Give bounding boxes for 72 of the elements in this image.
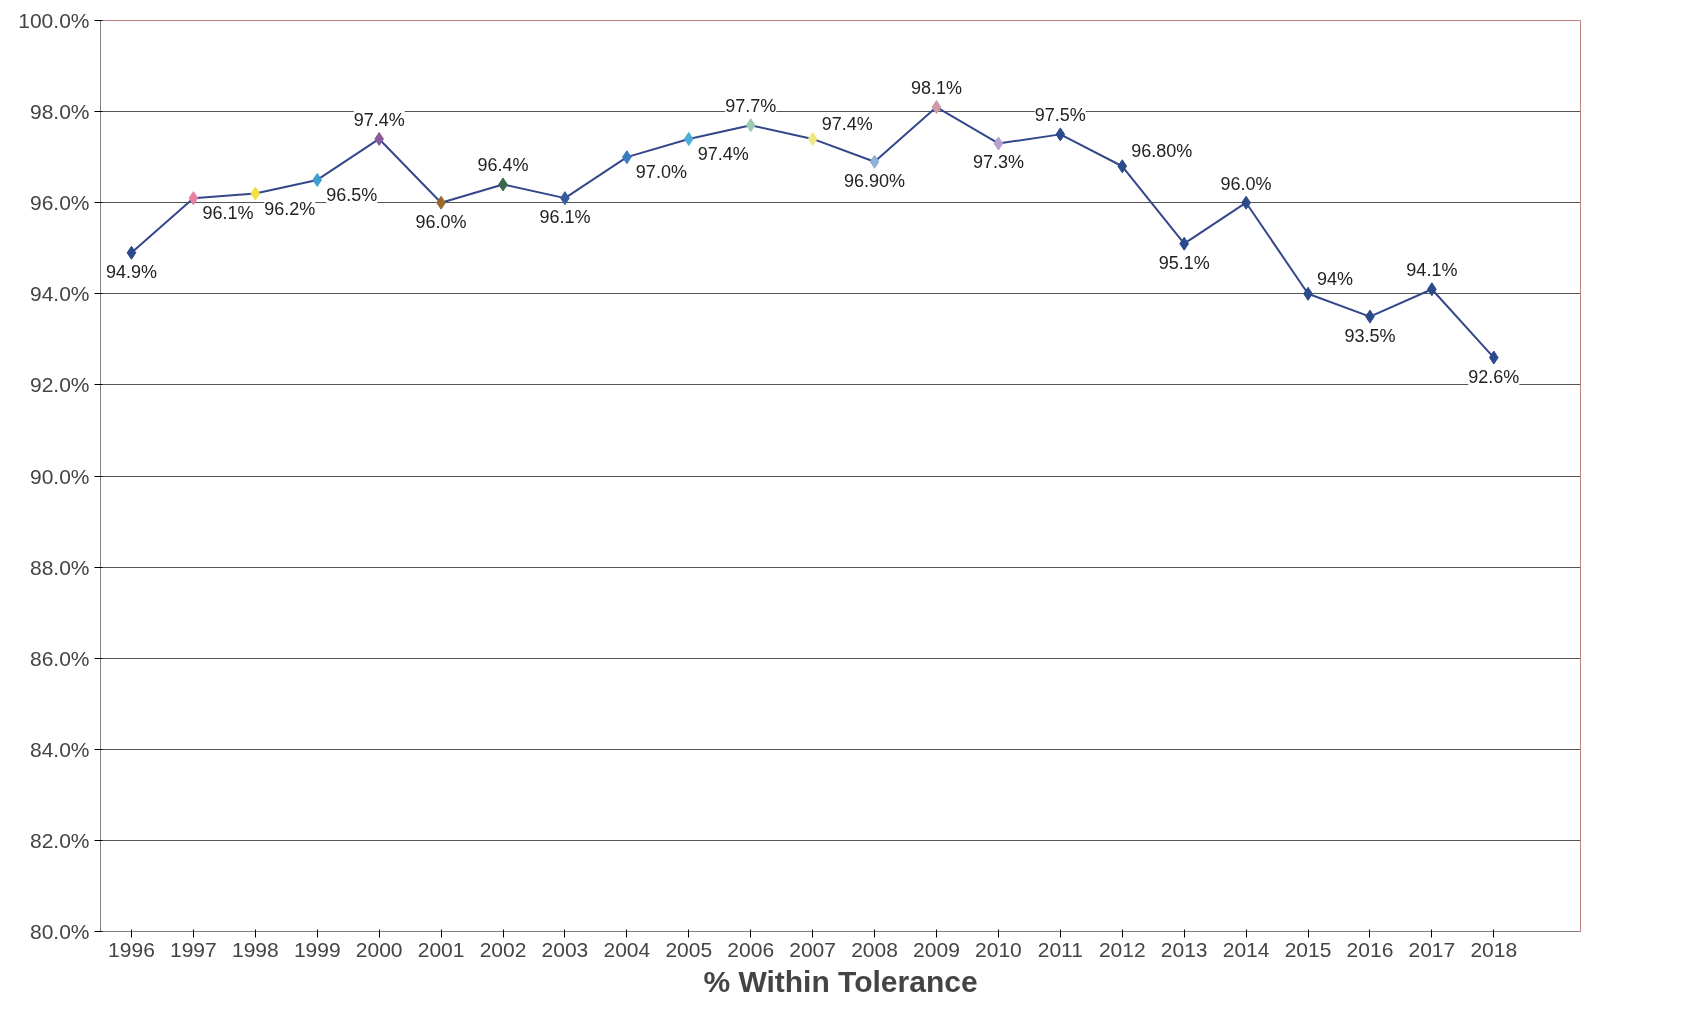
point — [931, 100, 942, 115]
data-label: 92.6% — [1468, 366, 1520, 387]
data-label: 94.9% — [105, 261, 157, 282]
y-tick-label: 82.0% — [29, 828, 90, 852]
x-axis-title: % Within Tolerance — [703, 964, 978, 998]
x-tick-label: 2004 — [603, 937, 651, 961]
point — [869, 154, 880, 169]
x-tick-label: 2009 — [913, 937, 960, 961]
point — [312, 172, 323, 187]
point — [188, 191, 199, 206]
x-tick-label: 2000 — [355, 937, 403, 961]
y-tick-label: 94.0% — [29, 282, 90, 306]
x-tick-label: 2018 — [1470, 937, 1518, 961]
x-tick-label: 2003 — [541, 937, 589, 961]
x-tick-label: 1999 — [293, 937, 341, 961]
y-tick-label: 86.0% — [29, 646, 90, 670]
point — [683, 131, 694, 146]
x-tick-label: 2002 — [479, 937, 527, 961]
y-tick-label: 98.0% — [29, 100, 90, 124]
x-tick-label: 2012 — [1098, 937, 1146, 961]
x-tick-label: 2015 — [1284, 937, 1332, 961]
point — [745, 118, 756, 133]
y-tick-label: 80.0% — [29, 920, 90, 943]
point — [807, 131, 818, 146]
data-label: 96.4% — [477, 155, 529, 176]
point — [1055, 127, 1066, 142]
data-label: 96.0% — [1220, 173, 1272, 194]
data-label: 97.4% — [353, 109, 405, 130]
data-label: 96.2% — [264, 198, 316, 219]
x-tick-label: 1998 — [231, 937, 279, 961]
x-tick-label: 2014 — [1222, 937, 1270, 961]
data-label: 97.0% — [635, 162, 687, 183]
x-tick-label: 2013 — [1160, 937, 1208, 961]
y-tick-label: 100.0% — [18, 9, 90, 32]
x-tick-label: 2007 — [789, 937, 836, 961]
x-tick-label: 2001 — [417, 937, 465, 961]
data-label: 96.80% — [1131, 141, 1193, 162]
point — [1179, 236, 1190, 251]
data-label: 96.5% — [326, 184, 378, 205]
data-label: 96.0% — [415, 211, 467, 232]
data-label: 96.1% — [539, 207, 591, 228]
data-label: 97.7% — [725, 96, 777, 117]
point — [250, 186, 261, 201]
data-label: 97.4% — [697, 143, 749, 164]
point — [993, 136, 1004, 151]
y-tick-label: 84.0% — [29, 737, 90, 761]
x-tick-label: 2010 — [975, 937, 1022, 961]
data-label: 95.1% — [1158, 252, 1210, 273]
x-tick-label: 2006 — [727, 937, 775, 961]
point — [1117, 159, 1128, 174]
data-label: 96.90% — [844, 170, 906, 191]
data-label: 93.5% — [1344, 325, 1396, 346]
x-tick-label: 2008 — [851, 937, 898, 961]
y-tick-label: 88.0% — [29, 555, 90, 579]
point — [126, 245, 137, 260]
x-tick-label: 1996 — [108, 937, 155, 961]
data-label: 97.4% — [821, 113, 873, 134]
point — [1488, 350, 1499, 365]
data-label: 97.3% — [972, 152, 1024, 173]
x-tick-label: 2011 — [1037, 937, 1083, 961]
x-tick-label: 2016 — [1346, 937, 1394, 961]
x-tick-label: 2005 — [665, 937, 713, 961]
y-tick-label: 92.0% — [29, 373, 90, 397]
data-label: 96.1% — [202, 203, 254, 224]
x-tick-label: 2017 — [1408, 937, 1456, 961]
x-tick-label: 1997 — [170, 937, 217, 961]
data-label: 98.1% — [910, 78, 963, 99]
y-tick-label: 90.0% — [29, 464, 90, 488]
data-label: 94.1% — [1406, 260, 1458, 281]
y-tick-label: 96.0% — [29, 191, 90, 215]
data-label: 97.5% — [1034, 105, 1086, 126]
data-label: 94% — [1317, 268, 1354, 289]
